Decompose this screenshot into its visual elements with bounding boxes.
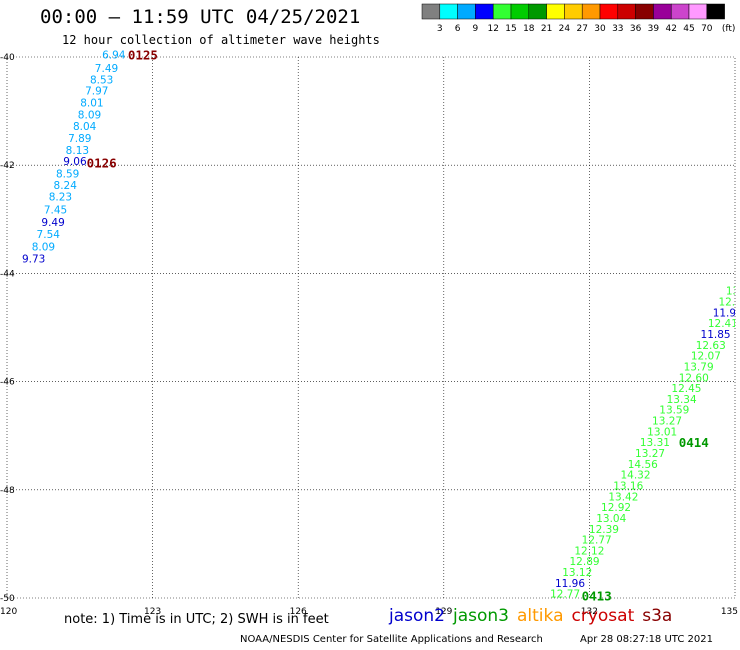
swh-data-point: 8.01 [80,97,103,109]
color-scale-legend: 3 6 9 12 15 18 21 24 27 30 33 36 39 42 45 70 (ft) [421,3,736,34]
swh-data-point: 13.27 [635,448,665,460]
x-tick-label: 129 [435,607,452,617]
satellite-legend-s3a: s3a [642,606,673,626]
swh-data-point: 12.77 [582,535,612,547]
swh-data-point: 9.06 [63,156,87,168]
scale-label: 39 [648,24,660,34]
swh-data-point: 13.31 [640,437,670,449]
swh-data-point: 7.49 [95,63,118,75]
scale-label: 30 [594,24,606,34]
scale-label: 9 [473,24,479,34]
scale-label: 18 [523,24,535,34]
swh-data-point: 13 [726,286,739,298]
scale-label: 70 [701,24,713,34]
swh-data-point: 13.42 [608,491,638,503]
swh-data-point: 6.94 [102,49,126,61]
swh-data-point: 8.59 [56,168,79,180]
swh-data-point: 12.77 [550,589,580,601]
scale-label: 42 [665,24,676,34]
x-tick-label: 123 [144,607,161,617]
scale-label: 6 [455,24,461,34]
pass-time-label: 0413 [582,588,612,603]
swh-data-point: 12.39 [589,524,619,536]
swh-data-point: 12.92 [601,502,631,514]
chart-title: 00:00 – 11:59 UTC 04/25/2021 [40,6,361,28]
swh-data-point: 13.27 [652,416,682,428]
footer-note: note: 1) Time is in UTC; 2) SWH is in fe… [64,612,329,627]
satellite-legend-altika: altika [517,606,564,626]
pass-time-label: 0414 [679,435,709,450]
y-tick-label: -42 [0,161,15,171]
swh-data-point: 8.04 [73,121,97,133]
swh-data-point: 9.73 [22,253,45,265]
swh-data-point: 11.96 [555,578,585,590]
y-tick-label: -40 [0,53,15,63]
swh-data-point: 7.45 [44,205,67,217]
scale-label: 24 [559,24,571,34]
scale-label: 27 [576,24,587,34]
scale-label: 3 [437,24,443,34]
swh-data-point: 8.09 [78,109,101,121]
chart-subtitle: 12 hour collection of altimeter wave hei… [62,33,380,47]
swh-data-point: 13.16 [613,480,643,492]
swh-data-point: 7.54 [37,229,61,241]
swh-data-point: 12.45 [671,383,701,395]
swh-data-point: 12.12 [574,545,604,557]
y-tick-label: -46 [0,378,15,388]
wave-height-chart: 120 123 126 129 132 135 -40 -42 -44 -46 -48 -50 6.94… [0,47,740,617]
pass-time-label: 0126 [87,155,117,170]
swh-data-point: 8.23 [49,192,72,204]
scale-label: 33 [612,24,623,34]
x-tick-label: 120 [0,607,17,617]
scale-label: 36 [630,24,642,34]
swh-data-point: 12.89 [570,556,600,568]
y-tick-label: -44 [0,269,15,279]
pass-time-label: 0125 [128,47,158,62]
swh-data-point: 7.97 [85,86,108,98]
swh-data-point: 12.63 [696,340,726,352]
swh-data-point: 11.85 [701,329,731,341]
satellite-legend-jason3: jason3 [453,606,509,626]
satellite-legend: jason2 jason3 altika cryosat s3a [389,606,680,626]
swh-data-point: 14.32 [620,470,650,482]
swh-data-point: 7.89 [68,133,91,145]
swh-data-point: 9.49 [41,217,64,229]
scale-label: (ft) [722,24,736,34]
swh-data-point: 8.13 [66,145,89,157]
scale-swatch [706,3,725,20]
swh-data-point: 8.09 [32,241,55,253]
swh-data-point: 13.01 [647,426,677,438]
scale-label: 21 [541,24,552,34]
swh-data-point: 12.4 [718,297,740,309]
swh-data-point: 8.53 [90,75,113,87]
y-tick-label: -48 [0,486,15,496]
x-tick-label: 135 [721,607,738,617]
footer-timestamp: Apr 28 08:27:18 UTC 2021 [580,634,713,645]
satellite-legend-cryosat: cryosat [571,606,635,626]
scale-label: 12 [487,24,498,34]
swh-data-point: 12.60 [679,372,709,384]
y-tick-label: -50 [0,594,15,604]
x-tick-label: 126 [290,607,307,617]
swh-data-point: 13.79 [684,361,714,373]
swh-data-point: 8.24 [54,180,78,192]
swh-data-point: 13.34 [667,394,697,406]
swh-data-point: 12.41 [708,318,738,330]
swh-data-point: 13.12 [562,567,592,579]
x-tick-label: 132 [581,607,598,617]
swh-data-point: 13.04 [596,513,626,525]
footer-credit: NOAA/NESDIS Center for Satellite Applica… [240,634,543,645]
swh-data-point: 11.94 [713,307,740,319]
swh-data-point: 14.56 [628,459,658,471]
scale-label: 45 [683,24,694,34]
scale-label: 15 [505,24,516,34]
plot-frame [6,56,736,599]
satellite-legend-jason2: jason2 [389,606,445,626]
swh-data-point: 13.59 [659,405,689,417]
swh-data-point: 12.07 [691,351,721,363]
